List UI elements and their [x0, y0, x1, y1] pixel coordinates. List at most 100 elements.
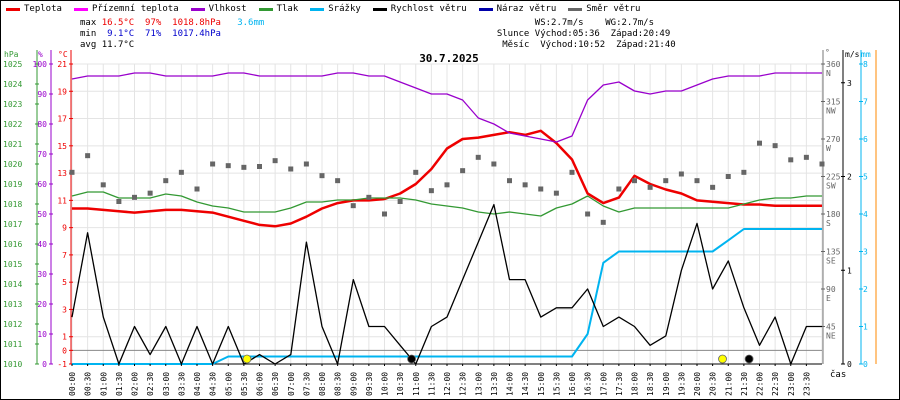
tick-label-temperature: -1 — [57, 360, 67, 369]
axis-unit-ms: m/s — [845, 50, 860, 59]
legend-item: Rychlost větru — [372, 3, 467, 15]
x-tick-label: 20:00 — [693, 372, 702, 396]
legend-item: Náraz větru — [478, 3, 556, 15]
x-tick-label: 09:30 — [365, 372, 374, 396]
x-tick-label: 08:00 — [318, 372, 327, 396]
wind-direction-point — [194, 186, 200, 192]
axis-unit-pct: % — [38, 50, 43, 59]
wind-direction-point — [444, 182, 450, 188]
wind-direction-point — [147, 190, 153, 196]
tick-label-rain: 0 — [863, 360, 868, 369]
wind-direction-point — [257, 164, 262, 169]
x-tick-label: 16:00 — [568, 372, 577, 396]
x-tick-label: 13:00 — [474, 372, 483, 396]
stat-max-rain: 3.6mm — [237, 18, 265, 28]
legend-label: Srážky — [328, 4, 361, 14]
tick-label-pressure: 1010 — [3, 360, 22, 369]
x-tick-label: 21:30 — [740, 372, 749, 396]
tick-label-wind: 1 — [847, 266, 852, 275]
wind-direction-point — [585, 211, 591, 217]
tick-label-humidity: 40 — [37, 240, 47, 249]
wind-direction-point — [272, 158, 278, 164]
tick-label-temperature: 19 — [57, 87, 67, 96]
legend-swatch — [190, 7, 205, 11]
wind-direction-point — [757, 140, 762, 146]
stat-max-press: 1018.8hPa — [172, 18, 221, 28]
x-tick-label: 18:00 — [631, 372, 640, 396]
wind-direction-point — [382, 211, 387, 217]
x-tick-label: 23:30 — [802, 372, 811, 396]
x-tick-label: 02:30 — [146, 372, 155, 396]
stat-avg-temp: 11.7°C — [101, 40, 135, 50]
stat-min-temp: 9.1°C — [107, 29, 135, 39]
x-ticks: 00:00 00:30 01:00 01:30 02:00 02:30 03:00 03:30… — [68, 364, 811, 396]
tick-label-pressure: 1024 — [3, 80, 22, 89]
tick-label-rain: 6 — [863, 135, 868, 144]
tick-label-temperature: 5 — [62, 278, 67, 287]
wind-direction-point — [772, 143, 778, 149]
x-tick-label: 18:30 — [646, 372, 655, 396]
tick-label-pressure: 1018 — [3, 200, 22, 209]
tick-label-pressure: 1012 — [3, 320, 22, 329]
tick-label-rain: 2 — [863, 285, 868, 294]
wind-direction-point — [100, 182, 106, 188]
wind-direction-point — [163, 178, 169, 184]
chart-title: 30.7.2025 — [419, 52, 479, 65]
tick-label-direction-dir: NE — [826, 332, 836, 341]
wind-direction-point — [803, 154, 809, 160]
tick-label-pressure: 1019 — [3, 180, 22, 189]
wind-direction-point — [569, 169, 575, 175]
x-tick-label: 05:00 — [224, 372, 233, 396]
tick-label-pressure: 1023 — [3, 100, 22, 109]
legend-label: Přízemní teplota — [91, 4, 179, 14]
tick-label-direction: 90 — [826, 285, 836, 294]
moon-rise: Východ:10:52 — [540, 40, 606, 50]
tick-label-humidity: 90 — [37, 90, 47, 99]
tick-label-pressure: 1017 — [3, 220, 22, 229]
tick-label-rain: 3 — [863, 248, 868, 257]
tick-label-direction-dir: SE — [826, 257, 836, 266]
x-tick-label: 07:00 — [287, 372, 296, 396]
tick-label-pressure: 1013 — [3, 300, 22, 309]
wind-direction-point — [507, 178, 512, 184]
stat-min-hum: 71% — [145, 29, 162, 39]
tick-label-temperature: 3 — [62, 305, 67, 314]
tick-label-temperature: 1 — [62, 333, 67, 342]
x-tick-label: 06:30 — [271, 372, 280, 396]
x-tick-label: 00:30 — [84, 372, 93, 396]
x-tick-label: 15:00 — [537, 372, 546, 396]
tick-label-temperature: 11 — [57, 196, 67, 205]
x-tick-label: 17:30 — [615, 372, 624, 396]
wind-direction-point — [553, 190, 559, 196]
wind-direction-point — [475, 154, 481, 160]
legend-swatch — [568, 7, 583, 11]
x-tick-label: 21:00 — [724, 372, 733, 396]
wind-direction-point — [116, 199, 122, 204]
wind-direction-point — [460, 168, 466, 174]
x-tick-label: 10:00 — [381, 372, 390, 396]
x-tick-label: 04:00 — [193, 372, 202, 396]
stat-max-hum: 97% — [145, 18, 162, 28]
stat-max-label: max — [80, 18, 97, 28]
x-tick-label: 11:30 — [427, 372, 436, 396]
tick-label-direction: 225 — [826, 173, 841, 182]
x-tick-label: 13:30 — [490, 372, 499, 396]
x-tick-label: 16:30 — [584, 372, 593, 396]
x-tick-label: 22:00 — [756, 372, 765, 396]
x-tick-label: 12:30 — [459, 372, 468, 396]
x-tick-label: 06:00 — [256, 372, 265, 396]
legend-item: Tlak — [258, 3, 298, 15]
axis-unit-mm: mm — [861, 50, 871, 59]
wind-direction-point — [85, 153, 91, 159]
x-tick-label: 22:30 — [771, 372, 780, 396]
stats-right: WS:2.7m/s WG:2.7m/s Slunce Východ:05:36 … — [486, 18, 676, 51]
legend: Teplota Přízemní teplota Vlhkost Tlak Srážky… — [6, 3, 652, 15]
tick-label-humidity: 100 — [33, 60, 48, 69]
x-tick-label: 03:30 — [177, 372, 186, 396]
wind-direction-point — [366, 194, 372, 200]
tick-label-direction: 360 — [826, 60, 841, 69]
moonrise-marker — [407, 354, 416, 364]
tick-label-direction: 180 — [826, 210, 841, 219]
legend-label: Směr větru — [586, 4, 641, 14]
